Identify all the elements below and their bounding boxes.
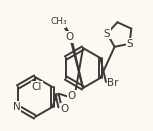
Text: O: O — [59, 18, 65, 28]
Text: Cl: Cl — [32, 82, 42, 92]
Text: O: O — [66, 32, 74, 42]
Text: O: O — [68, 91, 76, 101]
Text: S: S — [104, 29, 110, 39]
Text: O: O — [61, 104, 69, 114]
Text: N: N — [13, 102, 21, 112]
Text: S: S — [126, 39, 133, 49]
Text: Br: Br — [107, 78, 119, 88]
Text: O: O — [66, 32, 74, 42]
Text: CH₃: CH₃ — [51, 18, 67, 26]
